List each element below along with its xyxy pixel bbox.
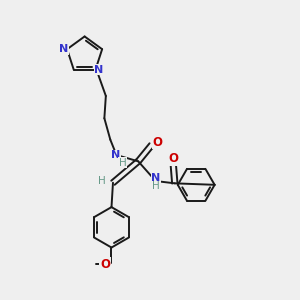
Text: N: N [111, 150, 120, 161]
Text: N: N [152, 173, 161, 183]
Text: H: H [119, 158, 127, 167]
Text: O: O [153, 136, 163, 148]
Text: H: H [152, 181, 160, 191]
Text: O: O [168, 152, 178, 166]
Text: H: H [98, 176, 106, 186]
Text: O: O [100, 258, 110, 271]
Text: N: N [94, 65, 103, 75]
Text: N: N [59, 44, 68, 54]
